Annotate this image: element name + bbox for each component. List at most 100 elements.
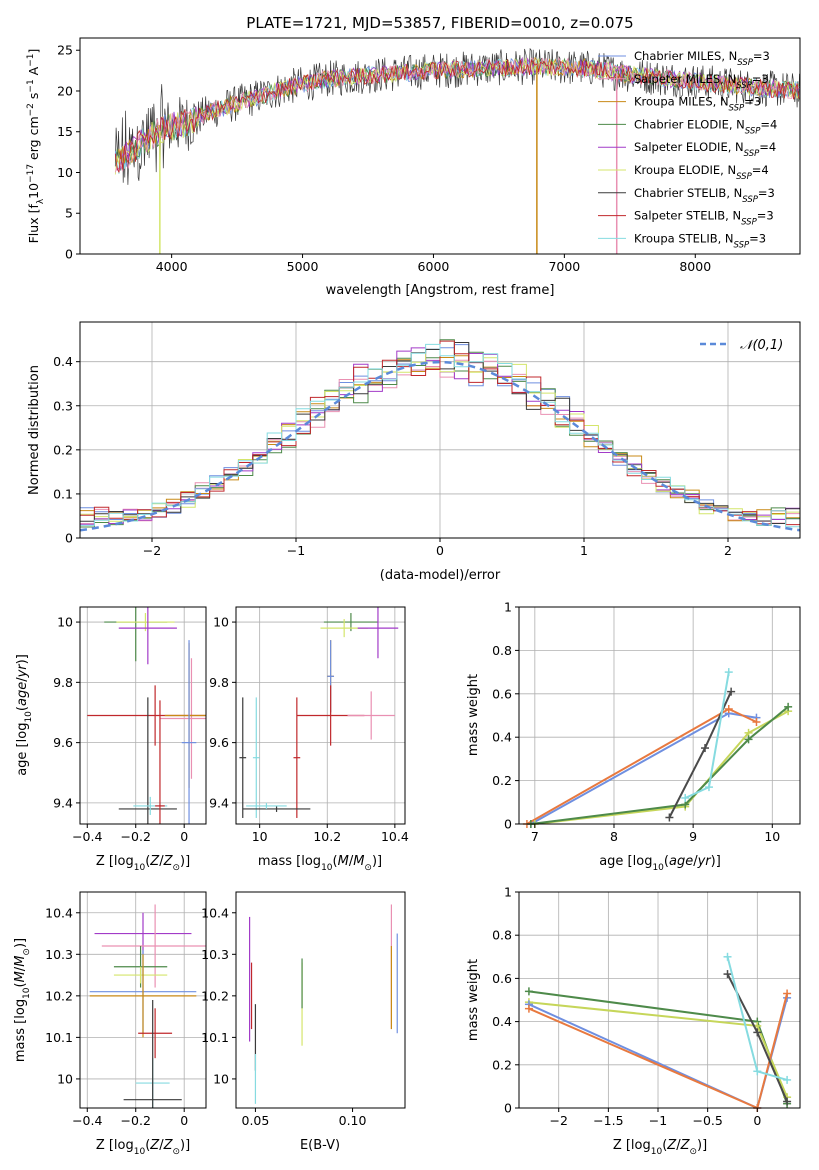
mass-weight-marker (665, 813, 674, 822)
age-vs-z-panel: −0.4 −0.2 0 9.4 9.6 9.8 10 Z [log10(Z/Z⊙)] age… (15, 606, 207, 873)
mass-weight-marker (723, 952, 732, 961)
mass-weight-marker (783, 989, 792, 998)
y-tick-label: 25 (57, 43, 73, 58)
residuals-ylabel: Normed distribution (27, 365, 42, 495)
y-tick-label: 10.3 (201, 947, 229, 962)
y-tick-label: 0 (65, 531, 73, 546)
mass-weight-marker (704, 783, 713, 792)
x-tick-label: 8000 (679, 259, 711, 274)
mass-weight-line (530, 712, 757, 825)
mass-vs-ebv-plot-area (248, 904, 398, 1104)
spectrum-panel: 4000 5000 6000 7000 8000 0 5 10 15 20 25 wavelengt… (26, 37, 801, 298)
x-tick-label: 8 (610, 829, 618, 844)
y-tick-label: 0.4 (492, 1014, 512, 1029)
mass-weight-vs-z-frame (518, 891, 801, 1109)
y-tick-label: 0.1 (53, 486, 73, 501)
normal-legend-label: 𝒩(0,1) (740, 338, 783, 353)
age-vs-mass-xlabel: mass [log10(M/M⊙)] (258, 854, 382, 873)
x-tick-label: 0 (180, 1113, 188, 1128)
mass-weight-marker (723, 970, 732, 979)
x-tick-label: 1 (580, 543, 588, 558)
x-tick-label: 2 (724, 543, 732, 558)
y-tick-label: 10 (57, 615, 73, 630)
mass-weight-marker (752, 718, 761, 727)
age-vs-mass-frame (235, 606, 406, 825)
mass-weight-vs-z-ticks: −2 −1.5 −1 −0.5 0 0 0.2 0.4 0.6 0.8 1 (492, 885, 761, 1129)
x-tick-label: −2 (143, 543, 161, 558)
x-tick-label: 7000 (548, 259, 580, 274)
y-tick-label: 9.4 (53, 795, 73, 810)
y-tick-label: 0.2 (53, 442, 73, 457)
mass-weight-marker (724, 668, 733, 677)
spectrum-series-line (114, 59, 800, 173)
y-tick-label: 10.3 (45, 947, 73, 962)
y-tick-label: 9.8 (53, 675, 73, 690)
spectrum-plot-area (114, 47, 800, 254)
mass-weight-vs-age-xlabel: age [log10(age/yr)] (599, 854, 721, 873)
x-tick-label: −1 (287, 543, 305, 558)
mass-vs-z-frame (79, 891, 207, 1109)
x-tick-label: −0.5 (692, 1113, 722, 1128)
x-tick-label: 0 (180, 829, 188, 844)
y-tick-label: 0.6 (492, 971, 512, 986)
y-tick-label: 10 (57, 165, 73, 180)
age-vs-z-plot-area (80, 607, 206, 824)
x-tick-label: −1.5 (593, 1113, 623, 1128)
residuals-plot-area (79, 322, 801, 539)
mass-weight-marker (753, 1028, 762, 1037)
mass-weight-marker (753, 1067, 762, 1076)
x-tick-label: 10.2 (313, 829, 341, 844)
mass-weight-line (530, 706, 789, 825)
x-tick-label: 4000 (156, 259, 188, 274)
x-tick-label: 9 (689, 829, 697, 844)
y-tick-label: 0.4 (492, 730, 512, 745)
x-tick-label: 10.4 (381, 829, 409, 844)
y-tick-label: 20 (57, 83, 73, 98)
y-tick-label: 10.2 (201, 988, 229, 1003)
mass-vs-z-xlabel: Z [log10(Z/Z⊙)] (96, 1138, 190, 1157)
mass-weight-vs-z-ylabel: mass weight (466, 959, 481, 1041)
y-tick-label: 9.6 (53, 735, 73, 750)
legend-label: Chabrier ELODIE, NSSP=4 (634, 117, 777, 136)
y-tick-label: 0 (504, 817, 512, 832)
age-vs-z-xlabel: Z [log10(Z/Z⊙)] (96, 854, 190, 873)
mass-weight-marker (727, 687, 736, 696)
y-tick-label: 0.3 (53, 398, 73, 413)
residuals-xlabel: (data-model)/error (380, 568, 501, 583)
spectrum-frame (79, 37, 801, 255)
y-tick-label: 9.4 (209, 795, 229, 810)
x-tick-label: −0.4 (72, 1113, 102, 1128)
histogram-series (80, 343, 800, 528)
y-tick-label: 9.6 (209, 735, 229, 750)
legend-label: Kroupa MILES, NSSP=3 (634, 95, 761, 114)
legend-label: Kroupa STELIB, NSSP=3 (634, 231, 766, 250)
age-vs-z-frame (79, 606, 207, 825)
mass-weight-marker (744, 735, 753, 744)
x-tick-label: −2 (549, 1113, 567, 1128)
legend-label: Chabrier STELIB, NSSP=3 (634, 186, 775, 205)
mass-weight-marker (783, 1097, 792, 1106)
y-tick-label: 1 (504, 600, 512, 615)
y-tick-label: 10 (213, 1071, 229, 1086)
mass-weight-vs-age-frame (518, 606, 801, 825)
legend-label: Kroupa ELODIE, NSSP=4 (634, 163, 769, 182)
x-tick-label: −1 (649, 1113, 667, 1128)
age-vs-mass-panel: 10 10.2 10.4 9.4 9.6 9.8 10 mass [log10(M/M⊙)] (209, 606, 409, 873)
mass-weight-marker (524, 1004, 533, 1013)
y-tick-label: 15 (57, 124, 73, 139)
figure-title: PLATE=1721, MJD=53857, FIBERID=0010, z=0… (246, 14, 633, 32)
residuals-ticks: −2 −1 0 1 2 0 0.1 0.2 0.3 0.4 (53, 354, 732, 558)
spectrum-xlabel: wavelength [Angstrom, rest frame] (326, 283, 555, 298)
mass-vs-z-panel: −0.4 −0.2 0 10 10.1 10.2 10.3 10.4 Z [log10(Z/Z… (13, 891, 207, 1157)
normal-reference-curve (79, 360, 801, 532)
residuals-legend: 𝒩(0,1) (700, 338, 783, 353)
mass-weight-vs-z-plot-area (519, 891, 800, 1112)
y-tick-label: 0.4 (53, 354, 73, 369)
spectrum-ticks: 4000 5000 6000 7000 8000 0 5 10 15 20 25 (57, 43, 711, 274)
y-tick-label: 0 (65, 247, 73, 262)
mass-vs-ebv-panel: 0.05 0.10 10 10.1 10.2 10.3 10.4 E(B-V) (201, 891, 406, 1153)
x-tick-label: 10 (764, 829, 780, 844)
y-tick-label: 0.8 (492, 928, 512, 943)
x-tick-label: 10 (252, 829, 268, 844)
